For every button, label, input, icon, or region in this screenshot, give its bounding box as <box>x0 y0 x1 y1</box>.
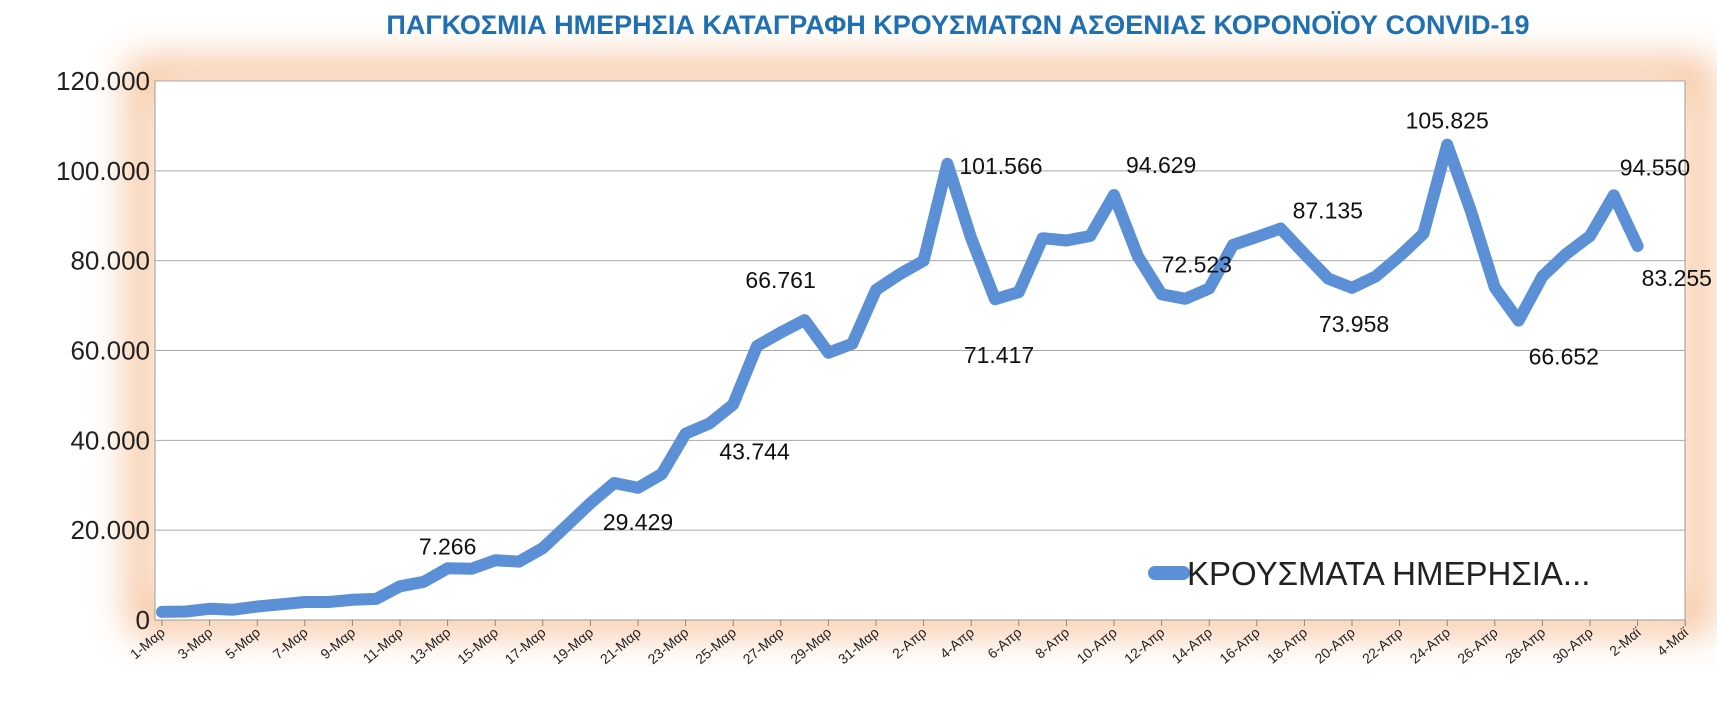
y-tick-label: 100.000 <box>56 156 150 186</box>
data-labels: 7.266 29.429 43.744 66.761 101.566 71.417 94.6… <box>419 108 1712 560</box>
data-label: 94.550 <box>1620 154 1690 180</box>
data-label: 66.652 <box>1529 344 1599 370</box>
data-label: 7.266 <box>419 533 477 559</box>
series-line <box>156 138 1644 618</box>
y-tick-label: 40.000 <box>70 425 150 455</box>
y-tick-label: 60.000 <box>70 336 150 366</box>
y-tick-label: 20.000 <box>70 515 150 545</box>
data-label: 29.429 <box>603 509 673 535</box>
data-label: 101.566 <box>959 153 1042 179</box>
data-label: 83.255 <box>1642 265 1712 291</box>
y-axis: 0 20.000 40.000 60.000 80.000 100.000 120.000 <box>56 66 150 635</box>
y-tick-label: 0 <box>136 605 150 635</box>
data-label: 105.825 <box>1406 108 1489 134</box>
legend: ΚΡΟΥΣΜΑΤΑ ΗΜΕΡΗΣΙΑ... <box>1148 555 1590 592</box>
data-label: 71.417 <box>964 342 1034 368</box>
data-label: 72.523 <box>1162 251 1232 277</box>
legend-label: ΚΡΟΥΣΜΑΤΑ ΗΜΕΡΗΣΙΑ... <box>1187 555 1590 592</box>
data-label: 66.761 <box>745 267 815 293</box>
data-label: 87.135 <box>1293 198 1363 224</box>
chart-title: ΠΑΓΚΟΣΜΙΑ ΗΜΕΡΗΣΙΑ ΚΑΤΑΓΡΑΦΗ ΚΡΟΥΣΜΑΤΩΝ … <box>386 10 1529 40</box>
y-tick-label: 120.000 <box>56 66 150 96</box>
data-label: 43.744 <box>719 439 790 465</box>
series <box>156 138 1644 618</box>
y-tick-label: 80.000 <box>70 246 150 276</box>
data-label: 73.958 <box>1319 311 1389 337</box>
data-label: 94.629 <box>1126 152 1196 178</box>
